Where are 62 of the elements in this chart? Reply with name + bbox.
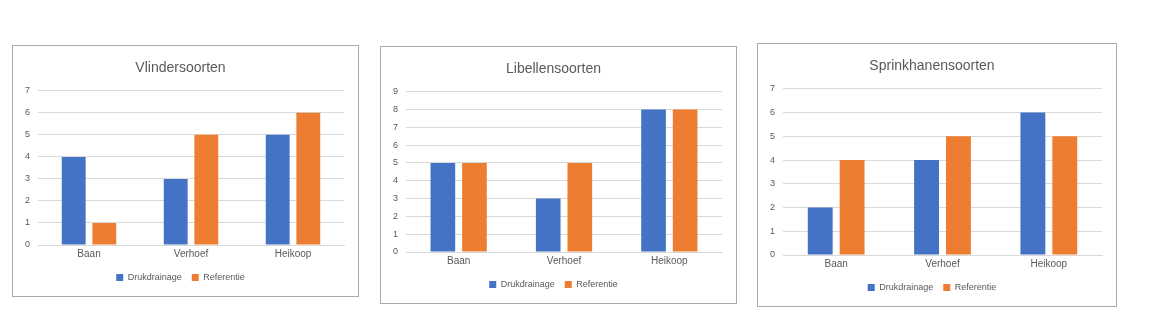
- bar: [1052, 136, 1078, 255]
- bar: [163, 178, 188, 245]
- chart-title: Vlindersoorten: [135, 59, 226, 76]
- legend-label: Drukdrainage: [127, 271, 182, 282]
- bar: [265, 134, 290, 245]
- bar: [839, 160, 865, 255]
- x-tick-label: Baan: [77, 247, 101, 259]
- y-tick-label: 2: [24, 195, 31, 206]
- y-tick-label: 4: [392, 175, 399, 186]
- bar: [946, 136, 971, 255]
- y-tick-label: 0: [24, 239, 31, 250]
- y-tick-label: 2: [769, 202, 776, 212]
- bar: [462, 163, 487, 252]
- x-tick-label: Heikoop: [650, 254, 689, 266]
- y-tick-label: 4: [24, 151, 31, 162]
- y-tick-label: 0: [769, 249, 776, 260]
- y-tick-label: 8: [392, 104, 399, 115]
- bar: [672, 109, 698, 252]
- y-tick-label: 3: [392, 193, 399, 204]
- y-tick-label: 5: [24, 129, 31, 140]
- x-tick-label: Verhoef: [546, 254, 582, 266]
- bar: [641, 109, 666, 252]
- x-tick-label: Verhoef: [925, 257, 960, 269]
- chart-title: Sprinkhanensoorten: [869, 57, 995, 74]
- x-tick-label: Baan: [446, 254, 471, 266]
- legend-label: Drukdrainage: [879, 281, 934, 292]
- y-tick-label: 7: [24, 85, 31, 96]
- y-tick-label: 0: [392, 246, 399, 257]
- bar: [92, 222, 117, 245]
- y-tick-label: 3: [769, 178, 776, 189]
- legend-label: Referentie: [203, 271, 245, 282]
- y-tick-label: 1: [24, 217, 31, 228]
- y-tick-label: 3: [24, 173, 31, 184]
- x-tick-label: Verhoef: [173, 247, 209, 259]
- y-tick-label: 7: [392, 121, 399, 132]
- bar: [61, 156, 86, 245]
- y-tick-label: 7: [769, 83, 776, 94]
- y-tick-label: 6: [392, 139, 399, 150]
- bar: [430, 163, 456, 252]
- bar: [194, 134, 219, 245]
- x-tick-label: Baan: [824, 257, 848, 269]
- legend-label: Referentie: [576, 278, 618, 289]
- x-tick-label: Heikoop: [274, 247, 312, 259]
- bar: [1020, 112, 1046, 255]
- bar: [296, 112, 321, 245]
- y-tick-label: 4: [769, 154, 776, 165]
- y-tick-label: 1: [392, 228, 399, 239]
- legend-label: Drukdrainage: [500, 278, 555, 289]
- legend-label: Referentie: [954, 281, 997, 292]
- y-tick-label: 2: [392, 210, 399, 221]
- y-tick-label: 5: [392, 157, 399, 168]
- y-tick-label: 5: [769, 130, 776, 141]
- y-tick-label: 9: [392, 86, 399, 97]
- y-tick-label: 1: [769, 225, 776, 236]
- chart-title: Libellensoorten: [506, 60, 601, 77]
- y-tick-label: 6: [24, 107, 31, 118]
- bar: [807, 207, 833, 255]
- x-tick-label: Heikoop: [1030, 257, 1068, 269]
- y-tick-label: 6: [769, 107, 776, 118]
- bar: [567, 163, 593, 252]
- bar: [914, 160, 939, 255]
- bar: [535, 198, 561, 252]
